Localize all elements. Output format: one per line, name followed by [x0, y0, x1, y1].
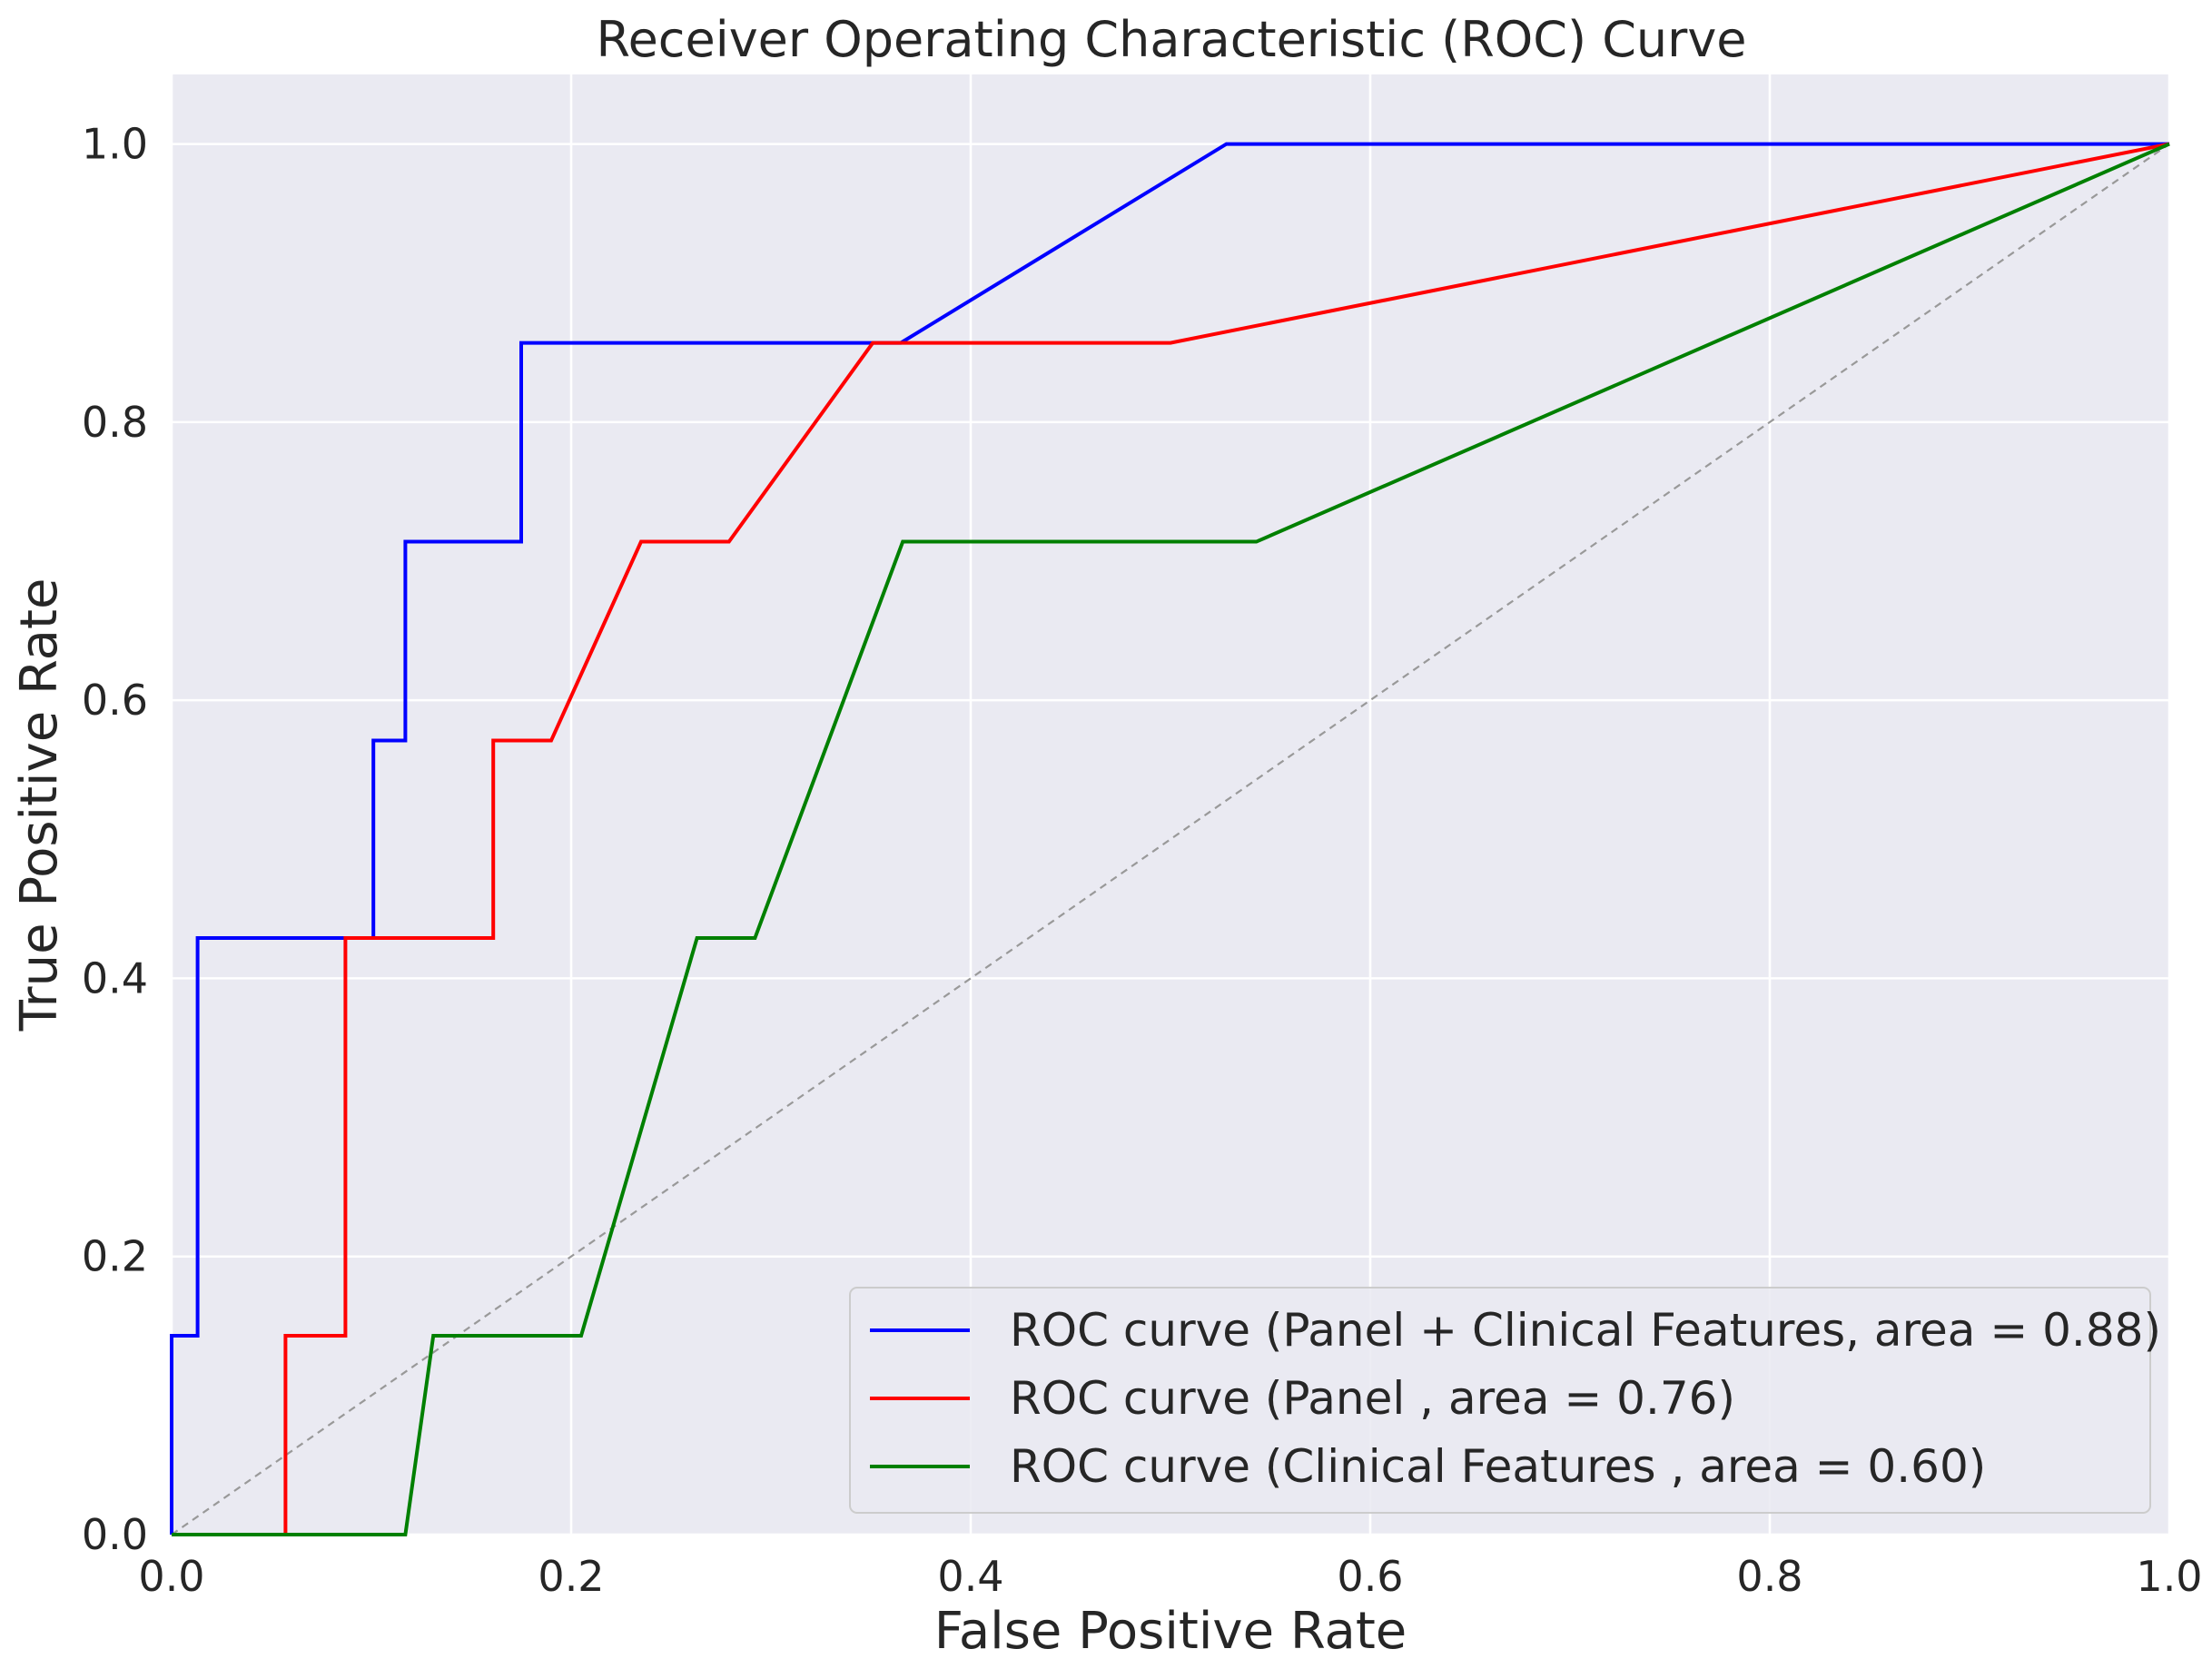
- y-tick-label: 0.0: [82, 1510, 148, 1559]
- x-axis-label: False Positive Rate: [934, 1602, 1407, 1659]
- y-tick-label: 0.4: [82, 953, 148, 1002]
- x-tick-label: 0.0: [138, 1552, 204, 1601]
- legend-label: ROC curve (Panel , area = 0.76): [1010, 1372, 1735, 1425]
- reference-line: [171, 143, 2170, 1536]
- x-tick-label: 0.8: [1736, 1552, 1802, 1601]
- tick-labels: 0.0 0.2 0.4 0.6 0.8 1.0 0.0 0.2 0.4 0.6 0.8 1.0: [82, 120, 2203, 1601]
- legend-label: ROC curve (Panel + Clinical Features, ar…: [1010, 1304, 2161, 1357]
- series-lines: [170, 142, 2170, 1536]
- reference-diagonal: [171, 143, 2170, 1536]
- x-tick-label: 0.4: [937, 1552, 1003, 1601]
- legend-box: [849, 1287, 2151, 1514]
- y-axis-label: True Positive Rate: [10, 578, 69, 1032]
- series-line-2: [172, 142, 2170, 1536]
- legend-label: ROC curve (Clinical Features , area = 0.…: [1010, 1440, 1986, 1493]
- x-tick-label: 1.0: [2136, 1552, 2202, 1601]
- y-tick-label: 0.8: [82, 398, 148, 447]
- y-tick-label: 0.2: [82, 1232, 148, 1281]
- y-tick-label: 0.6: [82, 676, 148, 725]
- series-line-3: [172, 142, 2170, 1536]
- legend: ROC curve (Panel + Clinical Features, ar…: [849, 1287, 2161, 1514]
- chart-title: Receiver Operating Characteristic (ROC) …: [596, 11, 1746, 68]
- x-tick-label: 0.6: [1337, 1552, 1403, 1601]
- y-tick-label: 1.0: [82, 120, 148, 169]
- x-tick-label: 0.2: [538, 1552, 604, 1601]
- grid-lines: [170, 74, 2171, 1536]
